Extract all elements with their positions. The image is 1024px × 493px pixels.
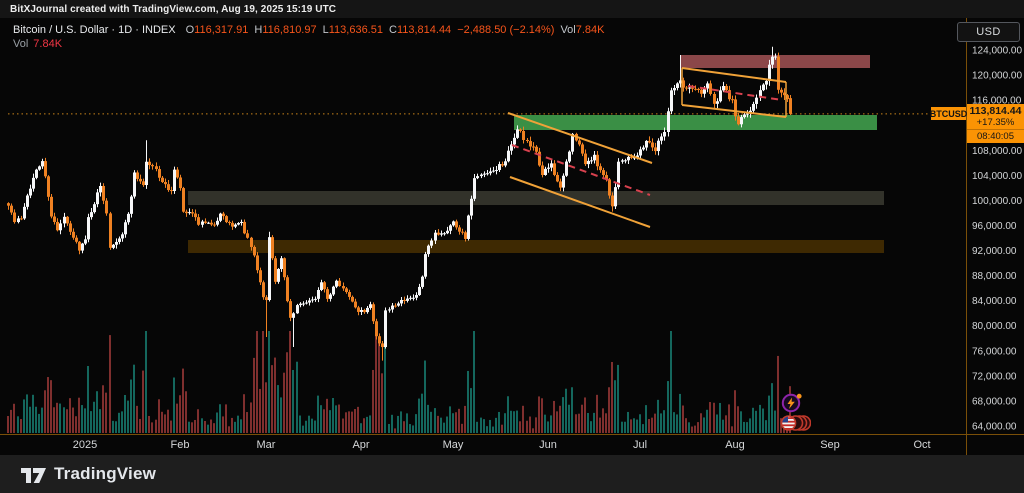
last-price-value: 113,814.44 bbox=[969, 105, 1022, 117]
high-value: 116,810.97 bbox=[262, 24, 317, 36]
last-price-change-pct: +17.35% bbox=[976, 117, 1015, 128]
symbol-title[interactable]: Bitcoin / U.S. Dollar · 1D · INDEX bbox=[13, 24, 176, 36]
svg-text:Oct: Oct bbox=[913, 439, 930, 451]
open-value: 116,317.91 bbox=[194, 24, 249, 36]
svg-text:Apr: Apr bbox=[352, 439, 369, 451]
close-value: 113,814.44 bbox=[396, 24, 452, 36]
open-label: O bbox=[185, 24, 195, 36]
legend: Bitcoin / U.S. Dollar · 1D · INDEX O116,3… bbox=[13, 23, 604, 51]
vol-inline-label: Vol bbox=[560, 24, 576, 36]
low-value: 113,636.51 bbox=[328, 24, 383, 36]
tradingview-logo-icon[interactable] bbox=[20, 462, 47, 486]
svg-text:May: May bbox=[443, 439, 464, 451]
price-scale[interactable] bbox=[966, 42, 1024, 434]
svg-text:Jun: Jun bbox=[539, 439, 557, 451]
svg-text:124,000.00: 124,000.00 bbox=[972, 46, 1022, 57]
high-label: H bbox=[254, 24, 263, 36]
attribution-text: BitXJournal created with TradingView.com… bbox=[10, 3, 337, 15]
close-label: C bbox=[388, 24, 397, 36]
svg-text:72,000.00: 72,000.00 bbox=[972, 371, 1017, 382]
svg-text:Feb: Feb bbox=[171, 439, 190, 451]
volume-value: 7.84K bbox=[33, 38, 63, 50]
svg-text:96,000.00: 96,000.00 bbox=[972, 221, 1017, 232]
svg-text:104,000.00: 104,000.00 bbox=[972, 171, 1022, 182]
last-price-badge: 113,814.44 +17.35% 08:40:05 bbox=[967, 104, 1024, 143]
economic-event-flash-icon[interactable] bbox=[781, 392, 803, 414]
time-scale[interactable] bbox=[0, 434, 966, 455]
svg-text:116,000.00: 116,000.00 bbox=[972, 96, 1022, 107]
svg-text:68,000.00: 68,000.00 bbox=[972, 396, 1017, 407]
svg-text:Jul: Jul bbox=[633, 439, 647, 451]
svg-text:2025: 2025 bbox=[73, 439, 97, 451]
svg-text:84,000.00: 84,000.00 bbox=[972, 296, 1017, 307]
footer-bar: TradingView bbox=[0, 455, 1024, 493]
svg-text:92,000.00: 92,000.00 bbox=[972, 246, 1017, 257]
svg-text:Mar: Mar bbox=[257, 439, 276, 451]
svg-text:100,000.00: 100,000.00 bbox=[972, 196, 1022, 207]
volume-label[interactable]: Vol bbox=[13, 38, 29, 50]
svg-text:64,000.00: 64,000.00 bbox=[972, 422, 1017, 433]
svg-text:Aug: Aug bbox=[725, 439, 745, 451]
vol-inline-value: 7.84K bbox=[575, 24, 605, 36]
legend-row-main: Bitcoin / U.S. Dollar · 1D · INDEX O116,3… bbox=[13, 23, 604, 37]
bar-countdown: 08:40:05 bbox=[967, 129, 1024, 143]
svg-text:88,000.00: 88,000.00 bbox=[972, 271, 1017, 282]
chart-pane[interactable] bbox=[0, 18, 966, 434]
symbol-price-tag: BTCUSD bbox=[929, 107, 968, 120]
svg-text:120,000.00: 120,000.00 bbox=[972, 71, 1022, 82]
svg-text:108,000.00: 108,000.00 bbox=[972, 146, 1022, 157]
legend-row-volume: Vol 7.84K bbox=[13, 37, 604, 51]
svg-text:80,000.00: 80,000.00 bbox=[972, 321, 1017, 332]
usd-currency-event-icon[interactable] bbox=[779, 414, 812, 432]
currency-usd-button[interactable]: USD bbox=[957, 22, 1020, 42]
tradingview-logo-text[interactable]: TradingView bbox=[54, 464, 157, 483]
low-label: L bbox=[322, 24, 329, 36]
change-value: −2,488.50 (−2.14%) bbox=[457, 24, 555, 36]
svg-text:Sep: Sep bbox=[820, 439, 840, 451]
svg-text:76,000.00: 76,000.00 bbox=[972, 346, 1017, 357]
attribution-bar: BitXJournal created with TradingView.com… bbox=[0, 0, 1024, 18]
